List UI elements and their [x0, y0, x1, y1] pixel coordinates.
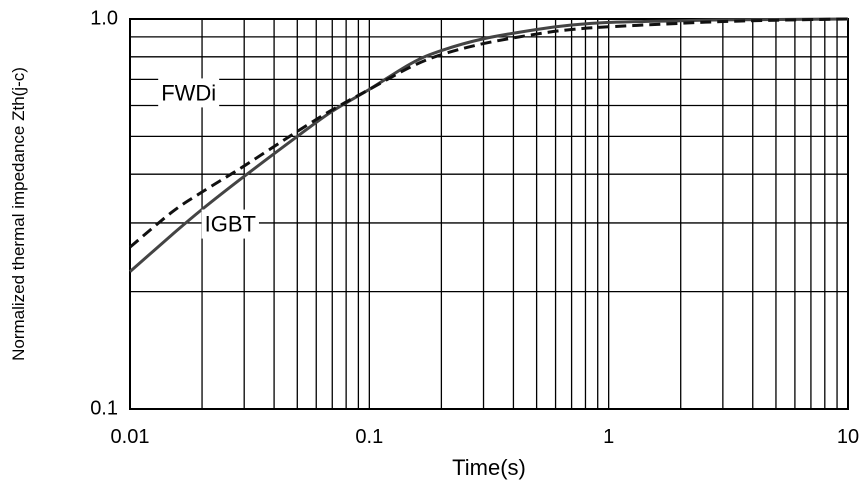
series-label-background: [158, 78, 220, 108]
grid: [130, 19, 848, 409]
series-label-text-fwdi: FWDi: [161, 80, 216, 105]
series-label-background: [201, 209, 259, 239]
series-label-fwdi: FWDi: [158, 78, 220, 108]
plot-frame: [129, 18, 849, 410]
series-line-igbt: [129, 17, 849, 273]
y-axis-title: Normalized thermal impedance Zth(j-c): [9, 67, 28, 361]
tick-labels: 0.01 0.1 1 10 0.1 1.0: [90, 7, 859, 448]
y-tick-label: 0.1: [90, 397, 118, 419]
x-axis-title: Time(s): [452, 455, 526, 480]
y-tick-label: 1.0: [90, 7, 118, 29]
series-line-fwdi: [129, 17, 849, 249]
series-label-igbt: IGBT: [201, 209, 259, 239]
x-tick-label: 0.01: [111, 426, 150, 448]
x-tick-label: 10: [837, 426, 859, 448]
series-layer: [129, 17, 849, 273]
x-tick-label: 0.1: [355, 426, 383, 448]
x-tick-label: 1: [603, 426, 614, 448]
series-label-text-igbt: IGBT: [205, 212, 256, 237]
series-labels: FWDi IGBT: [158, 78, 259, 239]
